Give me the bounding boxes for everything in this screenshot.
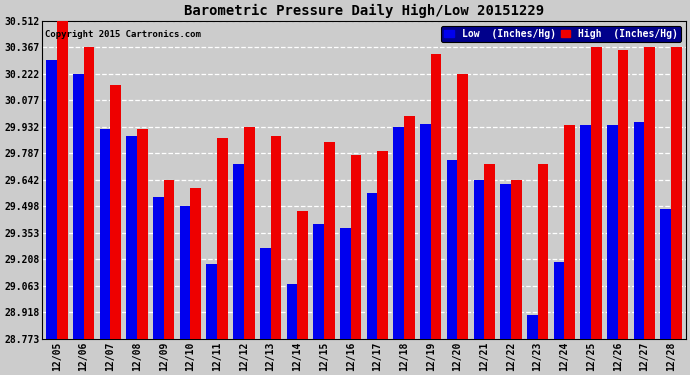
Bar <box>286 284 297 339</box>
Bar <box>260 248 270 339</box>
Bar <box>404 116 415 339</box>
Bar <box>324 142 335 339</box>
Bar <box>633 122 644 339</box>
Bar <box>57 21 68 339</box>
Bar <box>644 47 655 339</box>
Bar <box>270 136 282 339</box>
Bar <box>206 264 217 339</box>
Bar <box>660 210 671 339</box>
Title: Barometric Pressure Daily High/Low 20151229: Barometric Pressure Daily High/Low 20151… <box>184 4 544 18</box>
Bar <box>313 224 324 339</box>
Legend: Low  (Inches/Hg), High  (Inches/Hg): Low (Inches/Hg), High (Inches/Hg) <box>442 26 681 42</box>
Bar <box>580 125 591 339</box>
Bar <box>190 188 201 339</box>
Bar <box>126 136 137 339</box>
Bar <box>420 124 431 339</box>
Bar <box>511 180 522 339</box>
Bar <box>73 74 83 339</box>
Bar <box>99 129 110 339</box>
Bar <box>377 151 388 339</box>
Bar <box>527 315 538 339</box>
Bar <box>46 60 57 339</box>
Bar <box>393 127 404 339</box>
Bar <box>110 85 121 339</box>
Bar <box>671 47 682 339</box>
Bar <box>83 47 95 339</box>
Bar <box>607 125 618 339</box>
Bar <box>591 47 602 339</box>
Bar <box>538 164 549 339</box>
Bar <box>137 129 148 339</box>
Bar <box>447 160 457 339</box>
Bar <box>553 262 564 339</box>
Bar <box>618 51 629 339</box>
Bar <box>233 164 244 339</box>
Bar <box>366 193 377 339</box>
Bar <box>457 74 469 339</box>
Bar <box>340 228 351 339</box>
Bar <box>473 180 484 339</box>
Bar <box>217 138 228 339</box>
Bar <box>351 154 362 339</box>
Bar <box>564 125 575 339</box>
Bar <box>179 206 190 339</box>
Bar <box>431 54 442 339</box>
Bar <box>244 127 255 339</box>
Bar <box>484 164 495 339</box>
Text: Copyright 2015 Cartronics.com: Copyright 2015 Cartronics.com <box>46 30 201 39</box>
Bar <box>500 184 511 339</box>
Bar <box>164 180 175 339</box>
Bar <box>153 196 164 339</box>
Bar <box>297 211 308 339</box>
